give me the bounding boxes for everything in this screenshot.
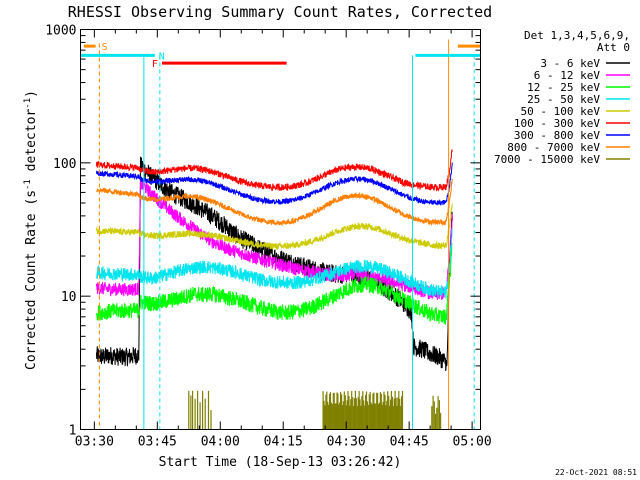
x-tick-label: 03:30	[75, 435, 114, 450]
y-axis-label-sup1: -1	[23, 179, 33, 190]
y-tick-label: 1000	[45, 24, 76, 39]
x-tick-label: 03:45	[138, 435, 177, 450]
legend-label: 6 - 12 keV	[534, 69, 601, 82]
legend-label: 12 - 25 keV	[527, 81, 600, 94]
y-axis-label-mid: detector	[24, 109, 39, 180]
x-tick-label: 04:00	[201, 435, 240, 450]
plot-frame	[80, 29, 481, 430]
footer-timestamp: 22-Oct-2021 08:51	[555, 468, 637, 477]
legend-label: 25 - 50 keV	[527, 93, 600, 106]
series-line	[95, 177, 453, 301]
marker-layer: S NF	[80, 39, 481, 430]
y-tick-label: 10	[61, 290, 77, 305]
series-layer	[95, 149, 453, 430]
y-axis-label: Corrected Count Rate (s-1 detector-1)	[23, 90, 39, 370]
legend-label: 100 - 300 keV	[514, 117, 600, 130]
y-axis: 1 10 100 1000	[45, 24, 481, 439]
legend-header-attenuator: Att 0	[597, 41, 630, 54]
legend-label: 800 - 7000 keV	[507, 141, 600, 154]
y-axis-label-sup2: -1	[23, 98, 33, 109]
series-line	[95, 162, 453, 206]
x-tick-label: 04:30	[327, 435, 366, 450]
series-line	[95, 228, 453, 299]
y-axis-label-main: Corrected Count Rate (s	[24, 190, 39, 370]
legend-label: 3 - 6 keV	[540, 57, 600, 70]
series-line	[95, 242, 453, 325]
x-axis: 03:30 03:45 04:00 04:15 04:30 04:45 05:00	[75, 29, 492, 450]
y-tick-label: 1	[69, 424, 77, 439]
series-line	[95, 149, 453, 192]
series-line	[95, 203, 453, 251]
x-tick-label: 05:00	[453, 435, 492, 450]
y-tick-label: 100	[53, 157, 76, 172]
legend-label: 7000 - 15000 keV	[494, 153, 600, 166]
x-tick-label: 04:15	[264, 435, 303, 450]
y-axis-label-end: )	[24, 90, 39, 98]
series-line	[96, 178, 453, 227]
legend-header-detectors: Det 1,3,4,5,6,9,	[524, 29, 630, 42]
x-axis-label: Start Time (18-Sep-13 03:26:42)	[159, 455, 402, 470]
legend-label: 300 - 800 keV	[514, 129, 600, 142]
saa-label: S	[102, 42, 108, 53]
legend-label: 50 - 100 keV	[521, 105, 601, 118]
flare-label: F	[152, 59, 158, 70]
chart-title: RHESSI Observing Summary Count Rates, Co…	[68, 3, 492, 21]
night-label: N	[159, 51, 165, 62]
x-tick-label: 04:45	[390, 435, 429, 450]
